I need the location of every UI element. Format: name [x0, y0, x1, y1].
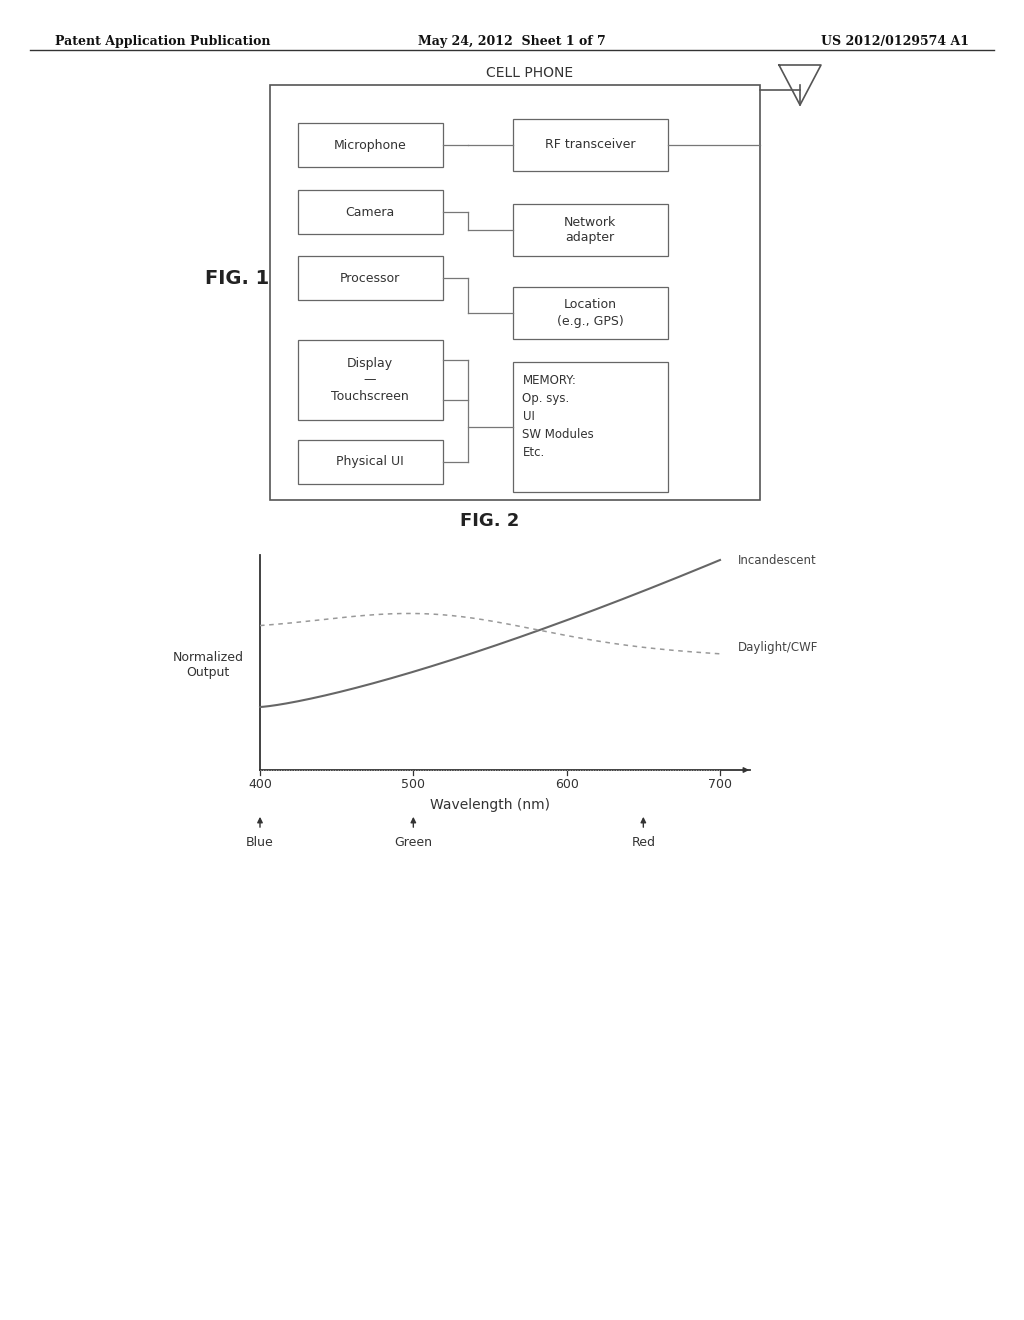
Text: Location
(e.g., GPS): Location (e.g., GPS)	[557, 298, 624, 327]
Text: Display
—
Touchscreen: Display — Touchscreen	[331, 358, 409, 403]
Bar	[512, 119, 668, 172]
Text: 700: 700	[708, 777, 732, 791]
Text: 500: 500	[401, 777, 425, 791]
Text: Red: Red	[632, 836, 655, 849]
Text: Green: Green	[394, 836, 432, 849]
Bar	[298, 440, 442, 484]
Text: Network
adapter: Network adapter	[564, 215, 616, 244]
Text: 600: 600	[555, 777, 579, 791]
Text: Patent Application Publication: Patent Application Publication	[55, 36, 270, 48]
Text: Wavelength (nm): Wavelength (nm)	[430, 799, 550, 812]
Bar	[298, 341, 442, 420]
Text: CELL PHONE: CELL PHONE	[486, 66, 573, 81]
Bar	[512, 362, 668, 492]
Text: US 2012/0129574 A1: US 2012/0129574 A1	[821, 36, 969, 48]
Bar	[298, 256, 442, 300]
Text: 400: 400	[248, 777, 272, 791]
Text: FIG. 2: FIG. 2	[461, 512, 520, 531]
Text: May 24, 2012  Sheet 1 of 7: May 24, 2012 Sheet 1 of 7	[418, 36, 606, 48]
Bar	[298, 190, 442, 234]
Text: Blue: Blue	[246, 836, 273, 849]
Text: Camera: Camera	[345, 206, 394, 219]
Text: Microphone: Microphone	[334, 139, 407, 152]
Text: FIG. 1: FIG. 1	[205, 268, 269, 288]
Text: MEMORY:
Op. sys.
UI
SW Modules
Etc.: MEMORY: Op. sys. UI SW Modules Etc.	[522, 374, 594, 459]
Text: Physical UI: Physical UI	[336, 455, 403, 469]
Text: Processor: Processor	[340, 272, 400, 285]
Text: Daylight/CWF: Daylight/CWF	[738, 642, 818, 655]
Text: Normalized
Output: Normalized Output	[172, 651, 244, 678]
Bar	[512, 205, 668, 256]
Text: Incandescent: Incandescent	[738, 553, 817, 566]
Text: RF transceiver: RF transceiver	[545, 139, 635, 152]
Bar	[512, 286, 668, 339]
Bar	[298, 123, 442, 168]
Bar	[270, 84, 760, 500]
